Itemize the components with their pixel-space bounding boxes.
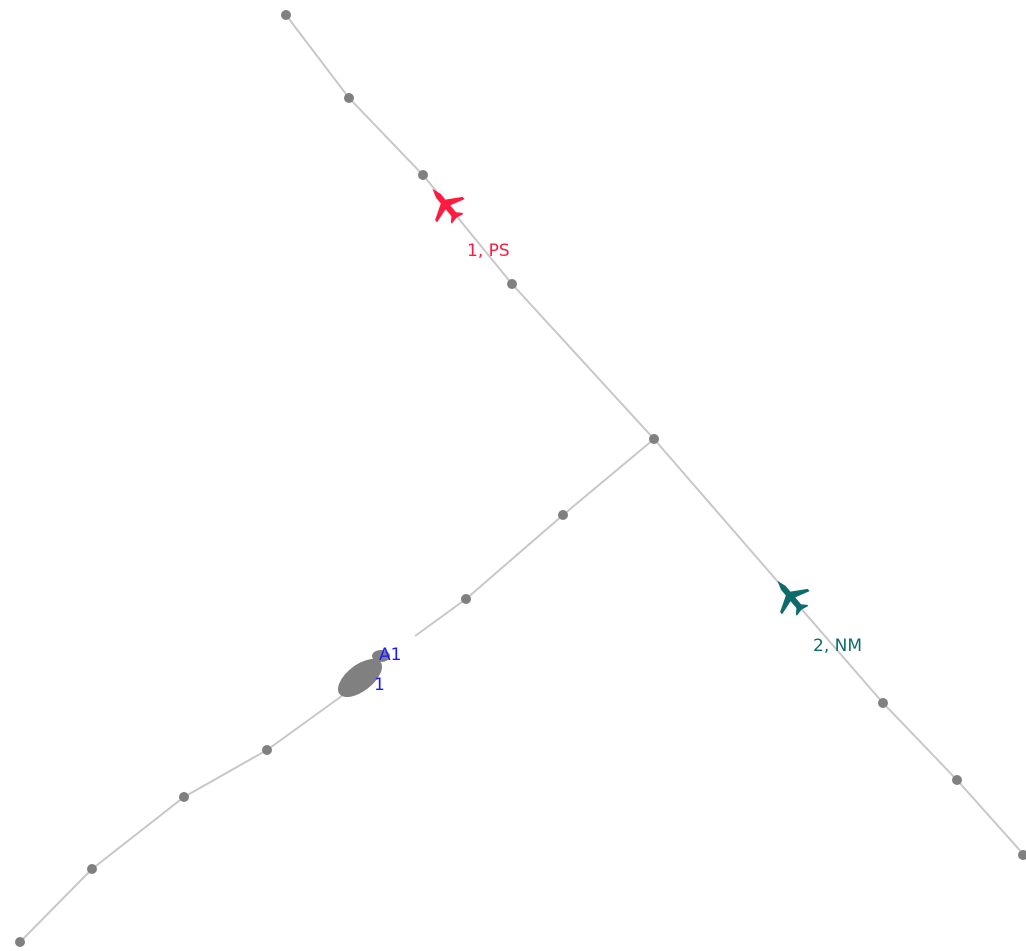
fix <box>558 510 568 520</box>
cluster-blob <box>338 658 382 698</box>
aircraft-label: 2, NM <box>813 636 862 656</box>
fix <box>262 745 272 755</box>
aircraft-icon <box>777 580 810 616</box>
fix <box>87 864 97 874</box>
cluster-blob <box>372 650 390 662</box>
aircraft-label: 1, PS <box>467 241 510 261</box>
aircraft: 1, PS <box>432 188 510 261</box>
route-fixes <box>15 10 1026 947</box>
route-line <box>414 438 655 637</box>
aircraft: 2, NM <box>777 580 862 656</box>
fix <box>179 792 189 802</box>
fix <box>461 594 471 604</box>
fix <box>952 775 962 785</box>
fix <box>281 10 291 20</box>
aircraft-cluster: A1 1 <box>338 645 401 698</box>
fix <box>649 434 659 444</box>
fix <box>344 93 354 103</box>
aircraft-icon <box>432 188 465 224</box>
fix <box>1018 850 1026 860</box>
cluster-label: A1 <box>379 645 401 665</box>
cluster-label: 1 <box>374 675 385 695</box>
fix <box>418 170 428 180</box>
route-line <box>285 14 1025 856</box>
fix <box>507 279 517 289</box>
fix <box>15 937 25 947</box>
fix <box>878 698 888 708</box>
